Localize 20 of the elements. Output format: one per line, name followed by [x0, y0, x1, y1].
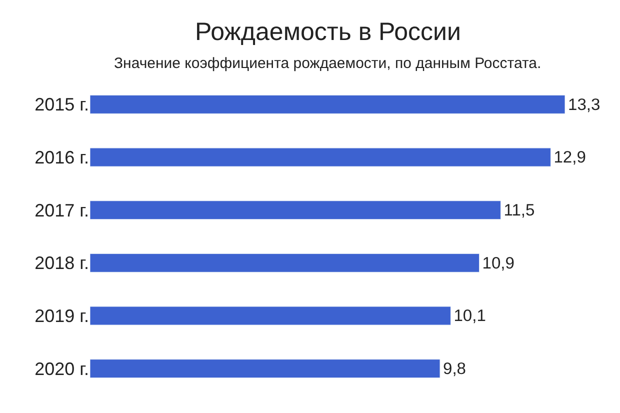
bar	[90, 253, 480, 272]
data-label: 11,5	[504, 200, 535, 220]
data-label: 9,8	[443, 358, 466, 378]
bar	[90, 200, 501, 220]
y-tick-label: 2015 г.	[34, 94, 89, 115]
data-label: 10,9	[482, 253, 514, 272]
y-tick-label: 2019 г.	[34, 306, 89, 326]
bar	[90, 94, 565, 114]
data-label: 10,1	[454, 306, 486, 326]
data-label: 13,3	[568, 94, 600, 114]
y-tick-label: 2017 г.	[34, 200, 89, 220]
data-label: 12,9	[554, 148, 586, 167]
bar	[90, 359, 440, 378]
y-tick-label: 2018 г.	[34, 253, 89, 274]
chart-subtitle: Значение коэффициента рождаемости, по данным Росстата.	[114, 55, 542, 72]
bar	[90, 148, 551, 167]
y-tick-label: 2020 г.	[34, 358, 89, 379]
chart-title: Рождаемость в России	[195, 18, 461, 46]
y-tick-label: 2016 г.	[34, 148, 89, 168]
bar	[90, 306, 451, 326]
